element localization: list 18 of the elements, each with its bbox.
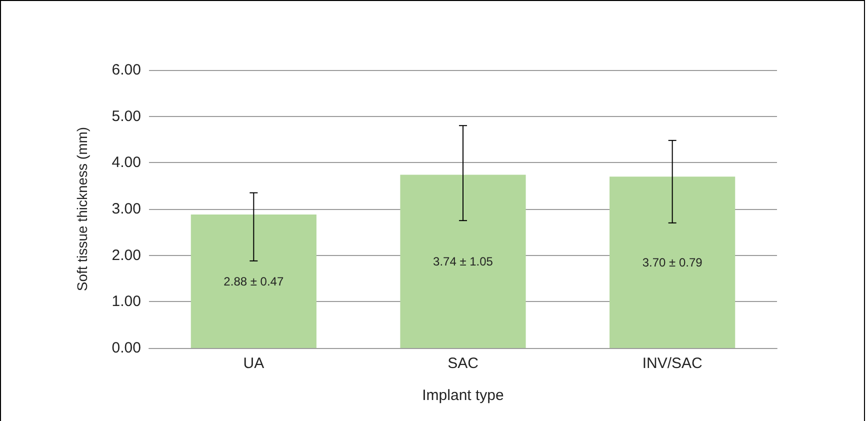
bar [190, 214, 316, 348]
y-tick-label: 0.00 [112, 340, 141, 356]
y-axis-title: Soft tissue thickness (mm) [74, 126, 90, 292]
x-tick-label: SAC [448, 355, 479, 372]
y-tick-label: 6.00 [112, 62, 141, 78]
bar [610, 176, 736, 348]
y-tick-label: 3.00 [112, 200, 141, 218]
y-tick-label: 4.00 [112, 154, 141, 172]
bar [400, 174, 526, 348]
data-label: 2.88 ± 0.47 [224, 274, 284, 288]
y-tick-label: 5.00 [112, 108, 141, 125]
x-axis-title: Implant type [422, 387, 504, 404]
x-tick-label: UA [243, 355, 264, 372]
data-label: 3.74 ± 1.05 [433, 254, 494, 268]
x-tick-label: INV/SAC [642, 355, 703, 372]
y-tick-label: 2.00 [112, 246, 141, 264]
data-label: 3.70 ± 0.79 [642, 255, 703, 270]
y-tick-label: 1.00 [112, 293, 141, 310]
